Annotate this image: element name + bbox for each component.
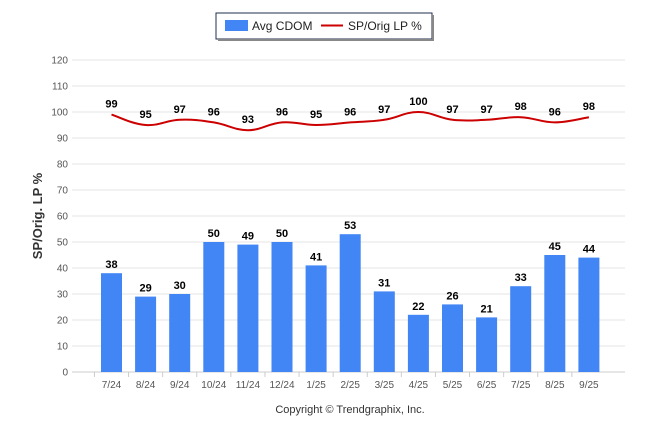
bar-data-label: 31 — [378, 277, 390, 289]
bar-data-label: 26 — [446, 290, 458, 302]
bar-data-label: 38 — [105, 259, 117, 271]
line-data-label: 95 — [139, 109, 151, 121]
x-tick-label: 12/24 — [269, 380, 294, 391]
bar-4-25 — [407, 314, 429, 372]
y-tick-label: 120 — [51, 56, 68, 67]
line-data-label: 93 — [242, 114, 254, 126]
line-series: 99 95 97 96 93 96 95 96 97 100 97 97 98 96 98 — [105, 96, 595, 132]
x-tick-label: 7/25 — [511, 380, 531, 391]
line-data-label: 100 — [409, 96, 427, 108]
bar-9-25 — [578, 257, 600, 372]
x-tick-label: 9/24 — [170, 380, 190, 391]
line-data-label: 98 — [583, 101, 595, 113]
bar-1-25 — [305, 265, 327, 372]
bar-7-25 — [510, 286, 532, 372]
line-data-label: 98 — [515, 101, 527, 113]
y-tick-label: 40 — [57, 264, 69, 275]
bar-5-25 — [442, 304, 463, 372]
bar-3-25 — [373, 291, 395, 372]
bar-9-24 — [169, 294, 191, 372]
x-tick-label: 8/24 — [136, 380, 156, 391]
line-data-label: 95 — [310, 109, 322, 121]
bar-data-label: 41 — [310, 251, 322, 263]
y-tick-label: 10 — [57, 342, 69, 353]
bar-data-label: 45 — [549, 241, 561, 253]
y-tick-label: 80 — [57, 160, 69, 171]
bar-data-label: 49 — [242, 231, 254, 243]
bar-8-24 — [135, 296, 157, 372]
x-axis-ticks: 7/24 8/24 9/24 10/24 11/24 12/24 1/25 2/25 3/25 4… — [93, 372, 599, 391]
y-tick-label: 90 — [57, 134, 69, 145]
bar-2-25 — [339, 234, 361, 372]
bar-data-label: 29 — [139, 283, 151, 295]
y-tick-label: 110 — [52, 82, 68, 93]
line-data-label: 96 — [208, 106, 220, 118]
legend-label-sp-orig: SP/Orig LP % — [348, 19, 422, 33]
y-tick-label: 60 — [57, 212, 69, 223]
x-tick-label: 5/25 — [443, 380, 463, 391]
x-tick-label: 6/25 — [477, 380, 497, 391]
x-tick-label: 2/25 — [340, 380, 360, 391]
y-tick-label: 50 — [57, 238, 69, 249]
bar-data-label: 21 — [480, 303, 492, 315]
copyright: Copyright © Trendgraphix, Inc. — [275, 404, 424, 416]
y-tick-label: 0 — [62, 368, 68, 379]
x-tick-label: 9/25 — [579, 380, 599, 391]
line-data-label: 97 — [480, 104, 492, 116]
bar-data-label: 44 — [583, 244, 596, 256]
legend[interactable]: Avg CDOM SP/Orig LP % — [215, 12, 434, 41]
bar-6-25 — [476, 317, 498, 372]
y-tick-label: 30 — [57, 290, 69, 301]
bar-data-label: 53 — [344, 220, 356, 232]
legend-label-avg-cdom: Avg CDOM — [252, 19, 312, 33]
bar-12-24 — [271, 242, 293, 372]
legend-swatch-avg-cdom — [225, 20, 248, 31]
x-tick-label: 3/25 — [375, 380, 395, 391]
x-tick-label: 4/25 — [409, 380, 429, 391]
x-tick-label: 8/25 — [545, 380, 565, 391]
line-data-label: 97 — [378, 104, 390, 116]
y-tick-label: 70 — [57, 186, 69, 197]
bar-data-label: 30 — [174, 280, 186, 292]
bar-data-label: 50 — [276, 228, 288, 240]
bar-data-label: 33 — [515, 272, 527, 284]
y-axis-label: SP/Orig. LP % — [30, 172, 45, 259]
x-tick-label: 1/25 — [306, 380, 326, 391]
bar-series: 38 29 30 50 49 50 41 53 31 22 26 21 33 45 44 — [101, 220, 600, 372]
x-tick-label: 10/24 — [201, 380, 226, 391]
line-data-label: 97 — [446, 104, 458, 116]
y-tick-label: 100 — [51, 108, 68, 119]
bar-data-label: 22 — [412, 301, 424, 313]
line-data-label: 96 — [344, 106, 356, 118]
bar-data-label: 50 — [208, 228, 220, 240]
line-data-label: 97 — [174, 104, 186, 116]
x-tick-label: 7/24 — [102, 380, 122, 391]
x-tick-label: 11/24 — [236, 380, 261, 391]
sp-orig-line — [111, 110, 590, 132]
y-axis-ticks: 0 10 20 30 40 50 60 70 80 90 100 110 120 — [51, 56, 68, 379]
bar-8-25 — [544, 255, 566, 372]
y-tick-label: 20 — [57, 316, 69, 327]
bar-10-24 — [203, 242, 225, 372]
line-data-label: 96 — [276, 106, 288, 118]
line-data-label: 99 — [105, 99, 117, 111]
bar-11-24 — [237, 244, 259, 372]
bar-7-24 — [101, 273, 122, 372]
line-data-label: 96 — [549, 106, 561, 118]
